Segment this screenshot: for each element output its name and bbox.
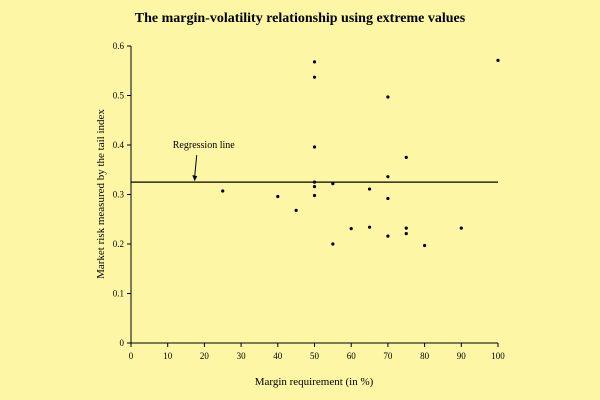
y-tick-label: 0.5 <box>113 91 125 101</box>
chart-title: The margin-volatility relationship using… <box>135 11 466 26</box>
data-point <box>312 184 317 189</box>
x-tick-label: 90 <box>457 351 467 361</box>
data-point <box>404 226 408 230</box>
y-axis-label: Market risk measured by the tail index <box>95 109 107 279</box>
data-point <box>312 75 317 79</box>
data-point <box>367 225 372 229</box>
data-point <box>331 182 335 186</box>
data-point <box>312 145 317 149</box>
data-point <box>312 180 317 184</box>
y-tick-label: 0.1 <box>113 289 124 299</box>
annotation-arrow-shaft <box>194 155 198 177</box>
x-tick-label: 50 <box>310 351 320 361</box>
x-tick-label: 40 <box>273 351 283 361</box>
data-point <box>349 227 353 231</box>
y-tick-label: 0.3 <box>113 190 125 200</box>
data-point <box>367 187 372 191</box>
y-tick-label: 0.2 <box>113 239 124 249</box>
data-point <box>386 196 390 201</box>
data-point <box>404 232 408 236</box>
y-tick-label: 0 <box>120 338 125 348</box>
x-tick-label: 80 <box>420 351 430 361</box>
data-point <box>312 193 317 198</box>
x-tick-label: 30 <box>237 351 247 361</box>
annotation-arrow-head <box>192 175 198 182</box>
x-tick-label: 10 <box>163 351 173 361</box>
x-axis-label: Margin requirement (in %) <box>255 376 374 388</box>
data-point <box>312 60 317 64</box>
y-tick-label: 0.6 <box>113 41 125 51</box>
x-tick-label: 100 <box>491 351 505 361</box>
data-point <box>276 194 280 199</box>
x-tick-label: 60 <box>347 351 357 361</box>
ticks: 0 10 20 30 40 50 60 70 80 90 100 0 0.1 0.2 0.3 0.4 0.5 0.… <box>113 41 506 361</box>
y-tick-label: 0.4 <box>113 140 125 150</box>
data-point <box>386 95 390 99</box>
data-point <box>496 58 500 62</box>
regression-annotation-label: Regression line <box>173 140 235 151</box>
x-tick-label: 20 <box>200 351 210 361</box>
data-point <box>423 243 427 248</box>
data-point <box>386 175 390 179</box>
data-point <box>404 155 408 159</box>
x-tick-label: 70 <box>383 351 393 361</box>
x-tick-label: 0 <box>129 351 134 361</box>
data-point <box>459 226 463 230</box>
data-point <box>331 242 335 246</box>
data-points <box>221 58 500 248</box>
data-point <box>294 208 298 212</box>
data-point <box>221 189 225 193</box>
annotation-layer: Regression line <box>173 140 235 182</box>
data-point <box>386 234 390 238</box>
